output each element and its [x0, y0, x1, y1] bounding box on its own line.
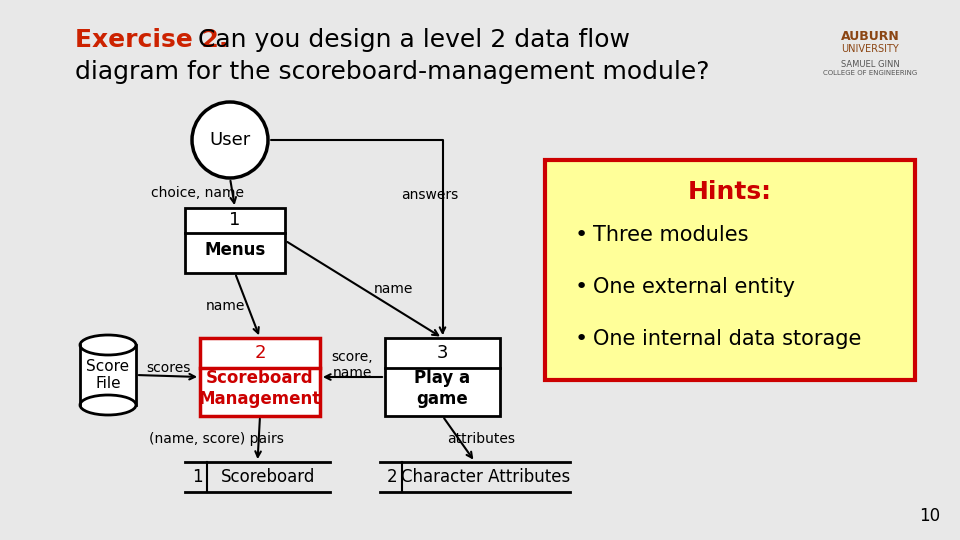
Text: choice, name: choice, name	[151, 186, 244, 200]
Text: UNIVERSITY: UNIVERSITY	[841, 44, 899, 54]
Text: COLLEGE OF ENGINEERING: COLLEGE OF ENGINEERING	[823, 70, 917, 76]
Text: scores: scores	[146, 361, 190, 375]
Text: answers: answers	[401, 188, 459, 202]
Text: Exercise 2.: Exercise 2.	[75, 28, 228, 52]
Text: Three modules: Three modules	[593, 225, 749, 245]
Text: One external entity: One external entity	[593, 277, 795, 297]
Text: •: •	[575, 225, 588, 245]
Text: Play a
game: Play a game	[415, 369, 470, 408]
Text: Can you design a level 2 data flow: Can you design a level 2 data flow	[190, 28, 631, 52]
Text: (name, score) pairs: (name, score) pairs	[150, 432, 284, 446]
Ellipse shape	[80, 395, 136, 415]
Text: Score
File: Score File	[86, 359, 130, 391]
Text: 1: 1	[192, 468, 203, 486]
Text: One internal data storage: One internal data storage	[593, 329, 861, 349]
Text: Character Attributes: Character Attributes	[401, 468, 570, 486]
Text: 2: 2	[254, 344, 266, 362]
Text: Scoreboard: Scoreboard	[222, 468, 316, 486]
Text: Scoreboard
Management: Scoreboard Management	[199, 369, 322, 408]
FancyBboxPatch shape	[385, 338, 500, 416]
FancyBboxPatch shape	[185, 208, 285, 273]
Text: AUBURN: AUBURN	[841, 30, 900, 43]
Text: •: •	[575, 277, 588, 297]
Text: name: name	[205, 299, 245, 313]
Text: 3: 3	[437, 344, 448, 362]
Text: 10: 10	[919, 507, 940, 525]
FancyBboxPatch shape	[545, 160, 915, 380]
Bar	[80, 345, 136, 405]
Text: score,
name: score, name	[332, 350, 373, 380]
Circle shape	[192, 102, 268, 178]
Text: Hints:: Hints:	[688, 180, 772, 204]
Text: attributes: attributes	[446, 432, 515, 446]
Text: •: •	[575, 329, 588, 349]
Text: User: User	[209, 131, 251, 149]
Text: name: name	[374, 282, 414, 296]
FancyBboxPatch shape	[200, 338, 320, 416]
Text: 1: 1	[229, 211, 241, 230]
Ellipse shape	[80, 335, 136, 355]
Text: 2: 2	[387, 468, 397, 486]
Text: Menus: Menus	[204, 241, 266, 259]
Text: SAMUEL GINN: SAMUEL GINN	[841, 60, 900, 69]
Text: diagram for the scoreboard-management module?: diagram for the scoreboard-management mo…	[75, 60, 709, 84]
